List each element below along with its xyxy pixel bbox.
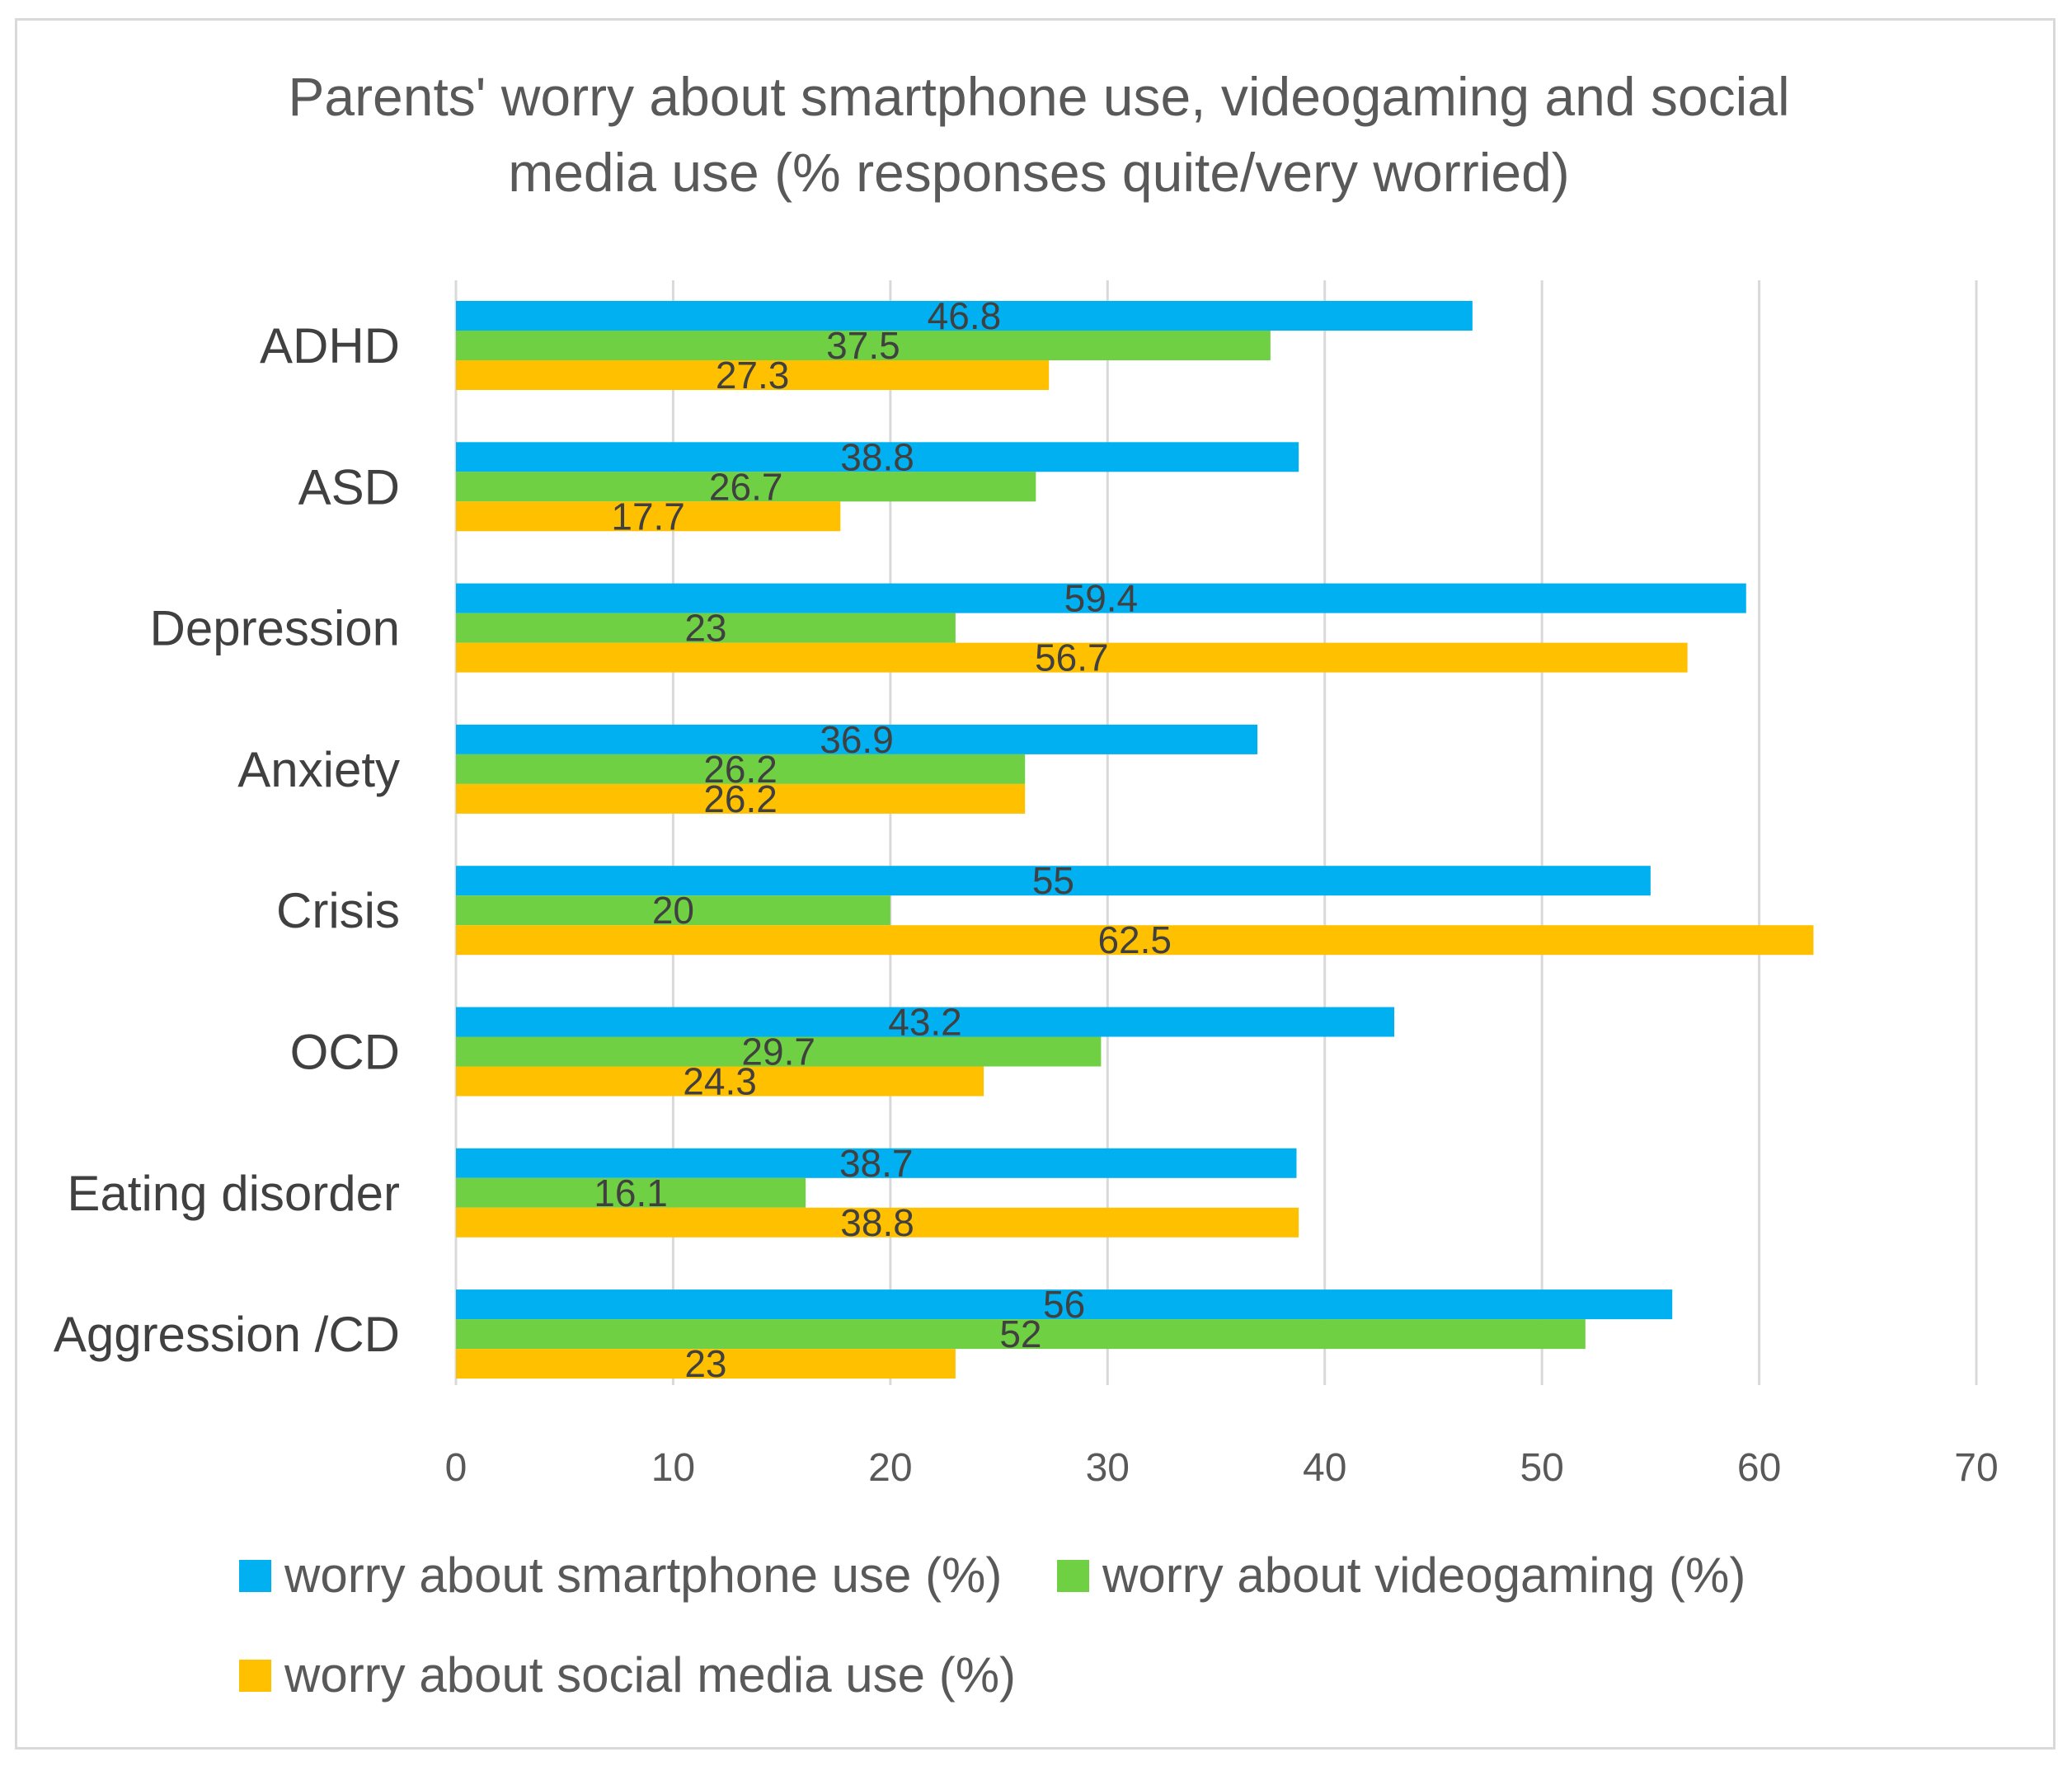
x-tick-label: 50 bbox=[1520, 1446, 1563, 1490]
legend-label: worry about social media use (%) bbox=[284, 1647, 1016, 1703]
data-label: 56.7 bbox=[1035, 636, 1109, 679]
x-tick-label: 10 bbox=[651, 1446, 695, 1490]
data-label: 38.8 bbox=[840, 1201, 914, 1244]
bar bbox=[456, 1207, 1299, 1238]
chart-title-line-1: Parents' worry about smartphone use, vid… bbox=[288, 66, 1789, 127]
category-label: Anxiety bbox=[237, 742, 400, 797]
category-label: ADHD bbox=[260, 318, 400, 373]
category-axis-labels: ADHD ASD Depression Anxiety Crisis OCD Eating … bbox=[54, 318, 400, 1362]
bar bbox=[456, 442, 1299, 472]
bar bbox=[456, 1349, 956, 1379]
bar bbox=[456, 724, 1258, 754]
bar bbox=[456, 925, 1814, 956]
bar bbox=[456, 472, 1036, 502]
bar bbox=[456, 301, 1473, 331]
data-label: 38.7 bbox=[839, 1142, 914, 1185]
bar bbox=[456, 1289, 1673, 1320]
x-tick-label: 40 bbox=[1303, 1446, 1346, 1490]
data-label: 24.3 bbox=[683, 1060, 757, 1103]
bar bbox=[456, 866, 1651, 896]
category-label: OCD bbox=[290, 1025, 400, 1080]
bar bbox=[456, 1148, 1297, 1178]
data-label: 52 bbox=[999, 1313, 1041, 1355]
bar bbox=[456, 1319, 1586, 1350]
legend-label: worry about smartphone use (%) bbox=[284, 1548, 1002, 1603]
legend: worry about smartphone use (%) worry abou… bbox=[239, 1548, 1745, 1703]
bar bbox=[456, 1177, 806, 1208]
data-label: 55 bbox=[1032, 859, 1074, 902]
chart-title-line-2: media use (% responses quite/very worrie… bbox=[508, 142, 1570, 203]
bar bbox=[456, 331, 1271, 360]
bar bbox=[456, 583, 1746, 613]
legend-swatch bbox=[239, 1660, 271, 1692]
category-label: Crisis bbox=[276, 883, 400, 938]
data-labels: 46.8 37.5 27.3 38.8 26.7 17.7 59.4 23 56.7 36.9 26… bbox=[594, 294, 1172, 1385]
legend-swatch bbox=[239, 1560, 271, 1592]
x-tick-label: 70 bbox=[1954, 1446, 1998, 1490]
data-label: 46.8 bbox=[928, 294, 1002, 337]
chart-title: Parents' worry about smartphone use, vid… bbox=[288, 66, 1789, 203]
bar bbox=[456, 642, 1688, 673]
data-label: 26.7 bbox=[709, 465, 783, 508]
legend-swatch bbox=[1057, 1560, 1089, 1592]
bar bbox=[456, 501, 841, 532]
x-tick-label: 20 bbox=[868, 1446, 912, 1490]
x-tick-label: 60 bbox=[1737, 1446, 1781, 1490]
bar bbox=[456, 360, 1050, 390]
data-label: 26.2 bbox=[703, 777, 778, 820]
bar bbox=[456, 1066, 984, 1097]
category-label: Aggression /CD bbox=[54, 1307, 400, 1362]
data-label: 59.4 bbox=[1064, 577, 1139, 620]
bars bbox=[456, 301, 1814, 1379]
legend-label: worry about videogaming (%) bbox=[1102, 1548, 1745, 1603]
data-label: 37.5 bbox=[826, 324, 900, 367]
bar bbox=[456, 1007, 1395, 1037]
data-label: 62.5 bbox=[1097, 918, 1172, 961]
category-label: Depression bbox=[150, 601, 401, 656]
data-label: 17.7 bbox=[611, 495, 685, 538]
value-axis-tick-labels: 0 10 20 30 40 50 60 70 bbox=[445, 1446, 1999, 1490]
bar bbox=[456, 613, 956, 643]
bar bbox=[456, 783, 1026, 814]
data-label: 20 bbox=[652, 889, 694, 932]
data-label: 38.8 bbox=[840, 435, 914, 478]
x-tick-label: 0 bbox=[445, 1446, 467, 1490]
data-label: 27.3 bbox=[716, 354, 790, 397]
data-label: 36.9 bbox=[820, 718, 894, 761]
x-tick-label: 30 bbox=[1086, 1446, 1130, 1490]
data-label: 23 bbox=[684, 607, 726, 650]
data-label: 26.2 bbox=[703, 748, 778, 791]
bar bbox=[456, 895, 890, 926]
data-label: 29.7 bbox=[741, 1031, 815, 1073]
category-label: ASD bbox=[298, 459, 400, 514]
data-label: 23 bbox=[684, 1342, 726, 1385]
category-label: Eating disorder bbox=[67, 1166, 400, 1221]
data-label: 43.2 bbox=[888, 1001, 962, 1044]
data-label: 56 bbox=[1043, 1283, 1085, 1326]
data-label: 16.1 bbox=[594, 1172, 668, 1214]
bar bbox=[456, 754, 1026, 784]
bar bbox=[456, 1036, 1102, 1067]
